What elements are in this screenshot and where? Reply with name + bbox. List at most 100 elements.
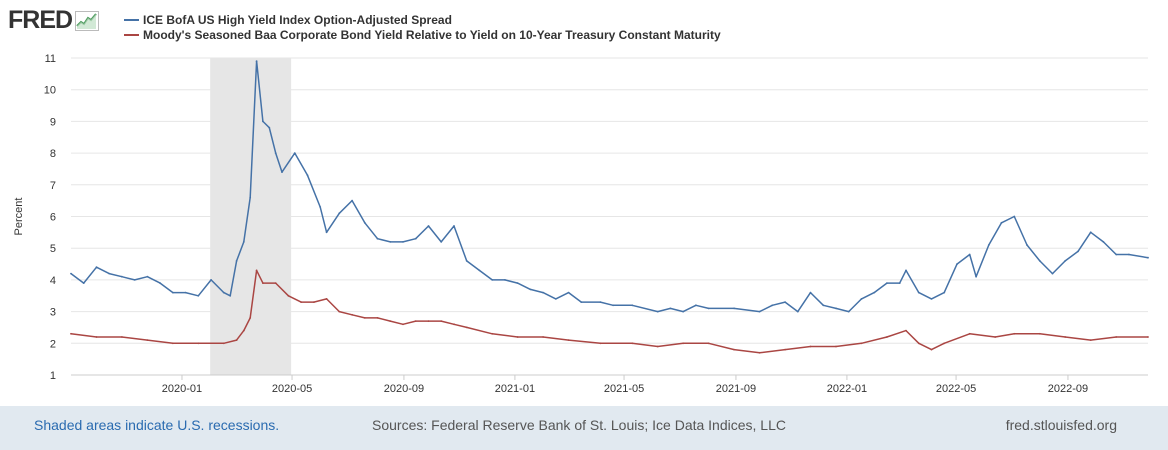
- series-1-point-77: [1026, 244, 1028, 246]
- series-1-point-73: [975, 275, 977, 278]
- series-2-point-50: [1013, 332, 1016, 335]
- series-1-point-26: [338, 212, 341, 215]
- series-1-point-28: [363, 221, 366, 224]
- series-2-point-32: [599, 342, 602, 345]
- series-2-point-52: [1064, 336, 1067, 338]
- series-1-point-20: [274, 152, 277, 154]
- legend: ICE BofA US High Yield Index Option-Adju…: [124, 12, 721, 42]
- series-2-point-11: [262, 282, 264, 284]
- series-2-point-22: [402, 323, 404, 326]
- series-1-point-10: [197, 294, 200, 297]
- site-link[interactable]: fred.stlouisfed.org: [1005, 417, 1117, 433]
- y-tick-label-4: 4: [50, 275, 56, 287]
- series-2-point-35: [682, 342, 685, 345]
- legend-label-series2: Moody's Seasoned Baa Corporate Bond Yiel…: [143, 27, 721, 42]
- series-1-point-37: [478, 269, 481, 272]
- series-1-point-23: [306, 174, 309, 177]
- series-2-point-13: [287, 294, 290, 297]
- series-1-point-46: [599, 301, 602, 303]
- recession-note[interactable]: Shaded areas indicate U.S. recessions.: [34, 417, 280, 433]
- series-2-point-43: [886, 336, 888, 338]
- series-1-point-40: [516, 282, 519, 284]
- series-1-point-47: [612, 304, 614, 307]
- series-1-point-54: [733, 307, 735, 310]
- series-1-point-6: [146, 275, 149, 278]
- series-2-point-26: [453, 323, 455, 326]
- y-axis-label: Percent: [13, 198, 25, 236]
- series-1-point-41: [529, 288, 532, 291]
- series-1-point-86: [1147, 256, 1149, 259]
- series-1-point-5: [133, 279, 136, 281]
- series-2-point-36: [707, 342, 710, 345]
- series-2-point-12: [274, 282, 277, 284]
- legend-item-series2[interactable]: Moody's Seasoned Baa Corporate Bond Yiel…: [124, 27, 721, 42]
- series-1-point-63: [860, 298, 863, 300]
- series-1-point-0: [70, 272, 72, 275]
- series-2-point-1: [95, 336, 98, 338]
- series-1-point-59: [809, 291, 812, 294]
- series-1-point-14: [235, 260, 238, 262]
- series-1-point-2: [95, 266, 98, 269]
- series-1-point-75: [1000, 221, 1003, 224]
- series-2-point-20: [376, 317, 379, 319]
- series-2-point-31: [567, 339, 570, 341]
- fred-logo[interactable]: FRED: [8, 6, 100, 35]
- series-1-point-66: [898, 282, 901, 284]
- series-1-point-69: [930, 298, 933, 300]
- series-1-point-3: [108, 272, 111, 275]
- series-2-point-7: [235, 339, 238, 341]
- series-2-point-53: [1089, 339, 1092, 341]
- series-1-point-78: [1038, 260, 1041, 262]
- series-1-point-38: [491, 279, 494, 281]
- series-2-point-23: [414, 320, 417, 322]
- y-tick-label-5: 5: [50, 243, 56, 255]
- series-1-point-76: [1013, 215, 1016, 218]
- series-1-point-30: [389, 241, 392, 243]
- series-1-point-68: [917, 291, 920, 294]
- series-1-point-34: [440, 241, 443, 243]
- legend-label-series1: ICE BofA US High Yield Index Option-Adju…: [143, 12, 452, 27]
- series-1-point-4: [121, 275, 123, 278]
- series-1-point-81: [1077, 250, 1079, 253]
- series-2-point-46: [930, 348, 933, 351]
- series-2-point-45: [917, 342, 920, 345]
- x-tick-label-2021-05: 2021-05: [604, 383, 644, 395]
- series-1-point-62: [847, 310, 850, 313]
- series-1-point-21: [281, 171, 283, 173]
- series-2-point-54: [1115, 336, 1118, 338]
- legend-item-series1[interactable]: ICE BofA US High Yield Index Option-Adju…: [124, 12, 721, 27]
- y-tick-label-1: 1: [50, 370, 56, 382]
- line-chart-icon: [75, 10, 100, 31]
- series-2-point-15: [313, 301, 315, 303]
- series-2-point-18: [351, 313, 353, 316]
- series-1-point-72: [968, 253, 971, 256]
- series-1-point-24: [319, 206, 322, 208]
- series-1-point-61: [835, 307, 837, 310]
- x-tick-label-2022-05: 2022-05: [936, 383, 976, 395]
- series-1-point-13: [229, 294, 232, 297]
- series-2-point-5: [197, 342, 200, 345]
- series-2-point-39: [784, 348, 786, 351]
- x-tick-label-2020-09: 2020-09: [384, 383, 424, 395]
- series-1-point-57: [784, 301, 786, 303]
- chart-area: 1 2 3 4 5 6 7 8 9 10 11 2020-01 2020-05 2020-09 2021-0…: [0, 48, 1168, 406]
- series-1-point-35: [453, 225, 455, 227]
- series-1-point-83: [1102, 241, 1105, 243]
- series-2-point-6: [222, 342, 225, 345]
- series-1-point-56: [771, 304, 774, 307]
- chart-footer: Shaded areas indicate U.S. recessions. S…: [0, 408, 1168, 450]
- series-2-point-27: [465, 326, 468, 329]
- series-1-point-19: [268, 126, 271, 129]
- series-1-point-74: [987, 244, 990, 246]
- series-2-point-21: [389, 320, 392, 322]
- series-2-point-17: [338, 310, 341, 313]
- series-1-point-27: [351, 199, 353, 202]
- series-1-point-39: [504, 279, 506, 281]
- series-2-point-24: [427, 320, 430, 322]
- series-1-point-25: [325, 231, 328, 234]
- series-2-point-33: [631, 342, 634, 345]
- series-1-point-9: [184, 291, 187, 294]
- series-2-point-49: [994, 336, 997, 338]
- series-1-point-22: [293, 152, 296, 154]
- series-2-point-34: [656, 345, 659, 348]
